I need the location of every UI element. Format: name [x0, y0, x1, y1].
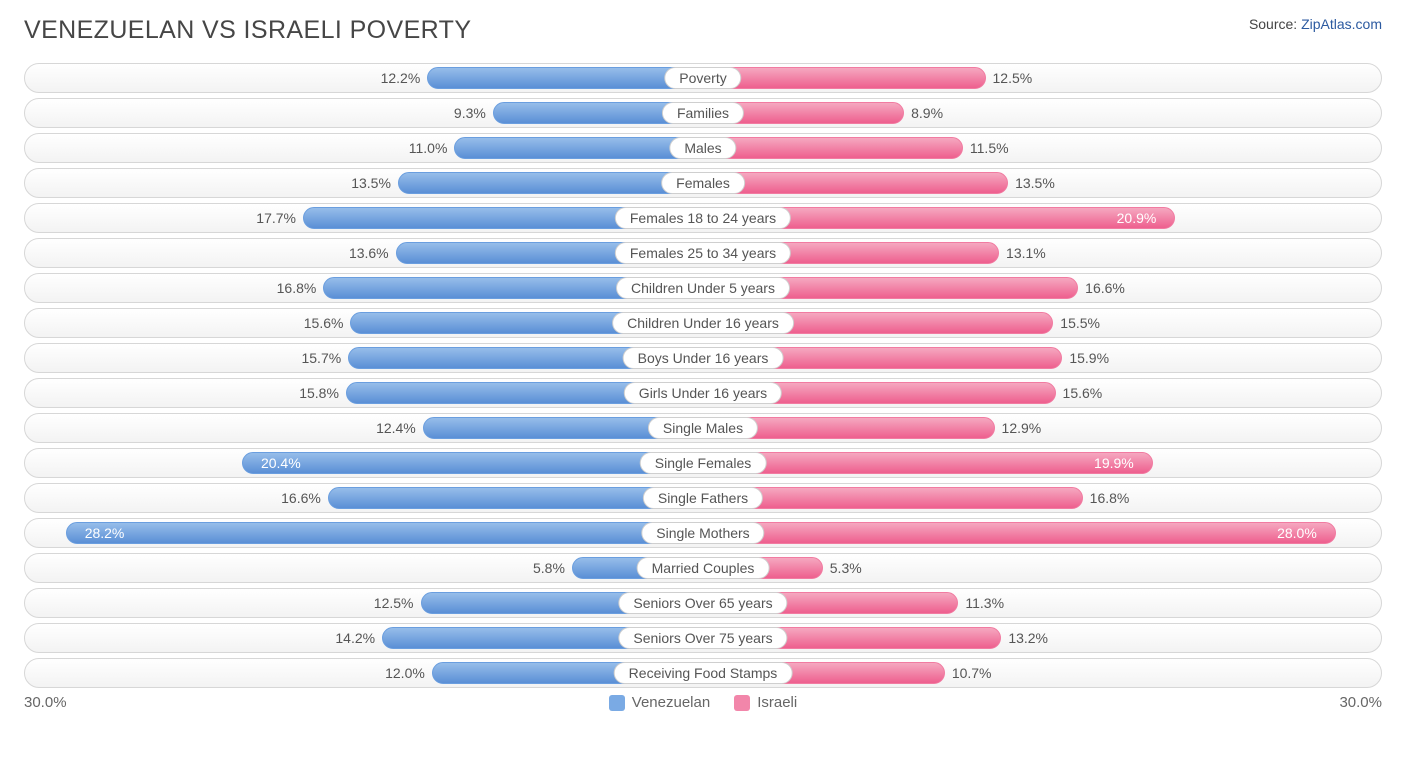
- axis-max-right: 30.0%: [1339, 694, 1382, 711]
- category-label: Single Mothers: [641, 522, 764, 544]
- category-label: Seniors Over 65 years: [618, 592, 787, 614]
- category-label: Males: [669, 137, 736, 159]
- chart-source: Source: ZipAtlas.com: [1249, 16, 1382, 32]
- bar-left-value: 15.7%: [293, 350, 349, 366]
- bar-left-value: 16.8%: [269, 280, 325, 296]
- bar-right-value: 8.9%: [903, 105, 951, 121]
- bar-right-value: 11.3%: [957, 595, 1012, 611]
- chart-row: 12.0% 10.7% Receiving Food Stamps: [24, 658, 1382, 688]
- chart-header: VENEZUELAN VS ISRAELI POVERTY Source: Zi…: [24, 16, 1382, 45]
- bar-right-value: 15.6%: [1055, 385, 1111, 401]
- bar-right-value: 16.8%: [1082, 490, 1138, 506]
- chart-row: 15.7% 15.9% Boys Under 16 years: [24, 343, 1382, 373]
- bar-left: 28.2%: [66, 522, 703, 544]
- bar-right-value: 10.7%: [944, 665, 1000, 681]
- bar-right-value: 12.5%: [985, 70, 1041, 86]
- chart-row: 14.2% 13.2% Seniors Over 75 years: [24, 623, 1382, 653]
- bar-left: 12.2%: [427, 67, 703, 89]
- chart-row: 17.7% 20.9% Females 18 to 24 years: [24, 203, 1382, 233]
- bar-right-value: 15.9%: [1061, 350, 1117, 366]
- category-label: Poverty: [664, 67, 741, 89]
- category-label: Children Under 16 years: [612, 312, 794, 334]
- category-label: Seniors Over 75 years: [618, 627, 787, 649]
- bar-left-value: 15.6%: [296, 315, 352, 331]
- bar-right-value: 19.9%: [1086, 455, 1142, 471]
- chart-row: 15.6% 15.5% Children Under 16 years: [24, 308, 1382, 338]
- bar-right-value: 13.1%: [998, 245, 1054, 261]
- bar-right-value: 13.2%: [1000, 630, 1056, 646]
- category-label: Single Fathers: [643, 487, 763, 509]
- category-label: Girls Under 16 years: [624, 382, 782, 404]
- chart-row: 12.4% 12.9% Single Males: [24, 413, 1382, 443]
- category-label: Females 25 to 34 years: [615, 242, 791, 264]
- category-label: Females: [661, 172, 745, 194]
- bar-right: 19.9%: [703, 452, 1153, 474]
- bar-left-value: 20.4%: [253, 455, 309, 471]
- chart-row: 16.6% 16.8% Single Fathers: [24, 483, 1382, 513]
- axis-max-left: 30.0%: [24, 694, 67, 711]
- legend: Venezuelan Israeli: [609, 694, 797, 711]
- bar-right-value: 11.5%: [962, 140, 1017, 156]
- legend-item-right: Israeli: [734, 694, 797, 711]
- legend-label-right: Israeli: [757, 694, 797, 711]
- bar-right-value: 28.0%: [1269, 525, 1325, 541]
- chart-row: 28.2% 28.0% Single Mothers: [24, 518, 1382, 548]
- bar-left-value: 13.6%: [341, 245, 397, 261]
- legend-item-left: Venezuelan: [609, 694, 710, 711]
- bar-right: 12.5%: [703, 67, 986, 89]
- bar-left-value: 9.3%: [446, 105, 494, 121]
- category-label: Females 18 to 24 years: [615, 207, 791, 229]
- chart-row: 12.2%12.5%Poverty: [24, 63, 1382, 93]
- category-label: Single Females: [640, 452, 767, 474]
- chart-row: 13.5%13.5%Females: [24, 168, 1382, 198]
- chart-row: 5.8% 5.3% Married Couples: [24, 553, 1382, 583]
- bar-left-value: 14.2%: [327, 630, 383, 646]
- chart-title: VENEZUELAN VS ISRAELI POVERTY: [24, 16, 471, 45]
- chart-row: 16.8% 16.6% Children Under 5 years: [24, 273, 1382, 303]
- legend-label-left: Venezuelan: [632, 694, 710, 711]
- chart-row: 15.8% 15.6% Girls Under 16 years: [24, 378, 1382, 408]
- bar-right-value: 20.9%: [1109, 210, 1165, 226]
- chart-row: 9.3% 8.9% Families: [24, 98, 1382, 128]
- bar-left-value: 12.2%: [373, 70, 429, 86]
- legend-swatch-left: [609, 695, 625, 711]
- category-label: Single Males: [648, 417, 758, 439]
- chart-row: 11.0%11.5%Males: [24, 133, 1382, 163]
- category-label: Families: [662, 102, 744, 124]
- bar-left-value: 11.0%: [401, 140, 456, 156]
- category-label: Married Couples: [637, 557, 770, 579]
- bar-left-value: 28.2%: [77, 525, 133, 541]
- bar-left-value: 5.8%: [525, 560, 573, 576]
- diverging-bar-chart: 12.2%12.5%Poverty9.3%8.9%Families11.0%11…: [24, 63, 1382, 688]
- category-label: Boys Under 16 years: [623, 347, 784, 369]
- bar-right: 11.5%: [703, 137, 963, 159]
- legend-swatch-right: [734, 695, 750, 711]
- bar-left: 13.5%: [398, 172, 703, 194]
- chart-row: 20.4% 19.9% Single Females: [24, 448, 1382, 478]
- bar-left: 11.0%: [454, 137, 703, 159]
- bar-right-value: 12.9%: [994, 420, 1050, 436]
- bar-left-value: 17.7%: [248, 210, 304, 226]
- bar-left: 20.4%: [242, 452, 703, 474]
- bar-right: 13.5%: [703, 172, 1008, 194]
- bar-right-value: 16.6%: [1077, 280, 1133, 296]
- bar-right: 28.0%: [703, 522, 1336, 544]
- bar-left-value: 12.0%: [377, 665, 433, 681]
- source-label: Source:: [1249, 16, 1301, 32]
- bar-left-value: 12.4%: [368, 420, 424, 436]
- bar-left-value: 13.5%: [343, 175, 399, 191]
- chart-row: 12.5% 11.3% Seniors Over 65 years: [24, 588, 1382, 618]
- bar-left-value: 12.5%: [366, 595, 422, 611]
- bar-right-value: 15.5%: [1052, 315, 1108, 331]
- category-label: Children Under 5 years: [616, 277, 790, 299]
- bar-right-value: 5.3%: [822, 560, 870, 576]
- chart-row: 13.6% 13.1% Females 25 to 34 years: [24, 238, 1382, 268]
- category-label: Receiving Food Stamps: [614, 662, 793, 684]
- bar-left-value: 16.6%: [273, 490, 329, 506]
- bar-right-value: 13.5%: [1007, 175, 1063, 191]
- bar-left-value: 15.8%: [291, 385, 347, 401]
- chart-footer: 30.0% Venezuelan Israeli 30.0%: [24, 694, 1382, 711]
- source-link[interactable]: ZipAtlas.com: [1301, 16, 1382, 32]
